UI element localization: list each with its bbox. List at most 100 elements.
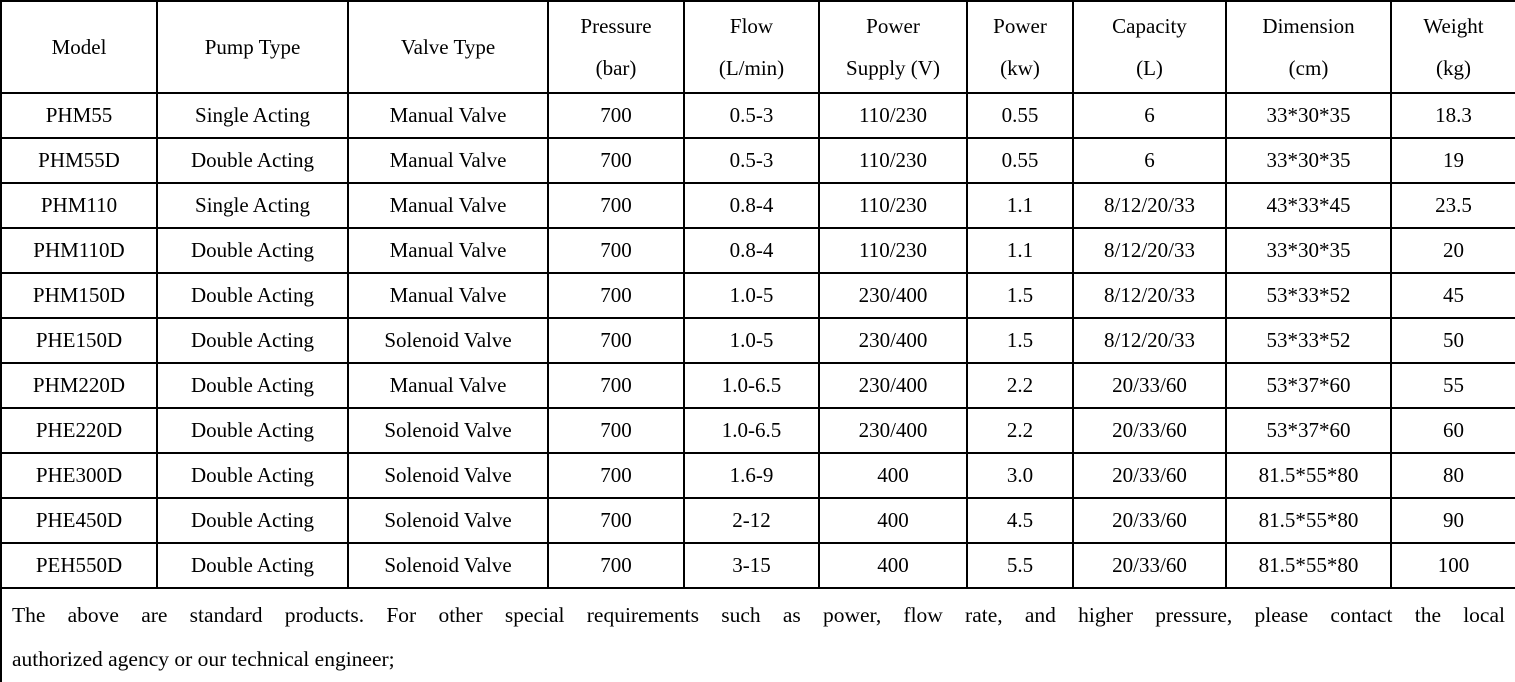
cell-dimension-cm: 81.5*55*80 (1225, 452, 1392, 499)
column-header-power-kw-label: Power (993, 14, 1047, 38)
table-row: PEH550D Double Acting Solenoid Valve 700 3-1… (0, 542, 1515, 589)
cell-power-kw: 0.55 (966, 92, 1074, 139)
cell-capacity-l: 20/33/60 (1072, 407, 1227, 454)
column-header-model: Model (0, 0, 158, 94)
cell-capacity-l: 8/12/20/33 (1072, 182, 1227, 229)
footer-note: The above are standard products. For oth… (0, 587, 1515, 682)
column-header-valve-type: Valve Type (347, 0, 549, 94)
cell-flow-l-min: 0.5-3 (683, 92, 820, 139)
cell-flow-l-min: 1.0-6.5 (683, 407, 820, 454)
cell-power-supply-v: 230/400 (818, 362, 968, 409)
cell-flow-l-min: 1.6-9 (683, 452, 820, 499)
cell-dimension-cm: 53*37*60 (1225, 362, 1392, 409)
cell-valve-type: Manual Valve (347, 137, 549, 184)
table-row: PHM220D Double Acting Manual Valve 700 1.0-6… (0, 362, 1515, 409)
column-header-power-supply-v-label: Power (866, 14, 920, 38)
cell-flow-l-min: 1.0-6.5 (683, 362, 820, 409)
cell-valve-type: Manual Valve (347, 227, 549, 274)
cell-power-kw: 1.1 (966, 227, 1074, 274)
cell-valve-type: Solenoid Valve (347, 317, 549, 364)
cell-model: PHM150D (0, 272, 158, 319)
cell-power-supply-v: 230/400 (818, 272, 968, 319)
cell-capacity-l: 20/33/60 (1072, 452, 1227, 499)
cell-dimension-cm: 33*30*35 (1225, 92, 1392, 139)
cell-dimension-cm: 43*33*45 (1225, 182, 1392, 229)
cell-dimension-cm: 53*33*52 (1225, 272, 1392, 319)
cell-model: PHE450D (0, 497, 158, 544)
cell-dimension-cm: 33*30*35 (1225, 137, 1392, 184)
cell-power-supply-v: 110/230 (818, 92, 968, 139)
cell-power-kw: 0.55 (966, 137, 1074, 184)
cell-power-supply-v: 110/230 (818, 227, 968, 274)
cell-valve-type: Solenoid Valve (347, 542, 549, 589)
column-header-power-kw: Power (kw) (966, 0, 1074, 94)
cell-capacity-l: 6 (1072, 137, 1227, 184)
cell-flow-l-min: 1.0-5 (683, 272, 820, 319)
column-header-power-supply-v: Power Supply (V) (818, 0, 968, 94)
column-header-dimension-cm-label: Dimension (1262, 14, 1355, 38)
cell-power-kw: 3.0 (966, 452, 1074, 499)
column-header-valve-type-label: Valve Type (400, 35, 496, 59)
cell-flow-l-min: 0.5-3 (683, 137, 820, 184)
cell-weight-kg: 90 (1390, 497, 1515, 544)
table-row: PHM110 Single Acting Manual Valve 700 0.8-4 1… (0, 182, 1515, 229)
cell-flow-l-min: 0.8-4 (683, 227, 820, 274)
cell-weight-kg: 23.5 (1390, 182, 1515, 229)
cell-flow-l-min: 2-12 (683, 497, 820, 544)
column-header-power-kw-unit: (kw) (1000, 56, 1040, 80)
cell-capacity-l: 6 (1072, 92, 1227, 139)
cell-model: PHE220D (0, 407, 158, 454)
cell-power-supply-v: 110/230 (818, 137, 968, 184)
cell-weight-kg: 45 (1390, 272, 1515, 319)
cell-pressure-bar: 700 (547, 542, 685, 589)
column-header-model-label: Model (51, 35, 107, 59)
cell-capacity-l: 20/33/60 (1072, 362, 1227, 409)
cell-capacity-l: 8/12/20/33 (1072, 227, 1227, 274)
cell-capacity-l: 20/33/60 (1072, 542, 1227, 589)
cell-valve-type: Solenoid Valve (347, 497, 549, 544)
column-header-power-supply-v-unit: Supply (V) (846, 56, 940, 80)
cell-model: PHM220D (0, 362, 158, 409)
cell-weight-kg: 20 (1390, 227, 1515, 274)
cell-dimension-cm: 81.5*55*80 (1225, 542, 1392, 589)
cell-valve-type: Manual Valve (347, 92, 549, 139)
cell-pressure-bar: 700 (547, 407, 685, 454)
cell-pump-type: Double Acting (156, 227, 349, 274)
cell-pressure-bar: 700 (547, 182, 685, 229)
cell-pump-type: Double Acting (156, 317, 349, 364)
cell-weight-kg: 19 (1390, 137, 1515, 184)
cell-power-kw: 1.5 (966, 272, 1074, 319)
cell-weight-kg: 100 (1390, 542, 1515, 589)
cell-pressure-bar: 700 (547, 92, 685, 139)
column-header-dimension-cm: Dimension (cm) (1225, 0, 1392, 94)
cell-model: PHE150D (0, 317, 158, 364)
column-header-weight-kg-unit: (kg) (1436, 56, 1471, 80)
cell-pressure-bar: 700 (547, 137, 685, 184)
table-row: PHE220D Double Acting Solenoid Valve 700 1.0… (0, 407, 1515, 454)
cell-power-kw: 1.5 (966, 317, 1074, 364)
cell-pressure-bar: 700 (547, 497, 685, 544)
column-header-weight-kg: Weight (kg) (1390, 0, 1515, 94)
cell-dimension-cm: 33*30*35 (1225, 227, 1392, 274)
cell-pressure-bar: 700 (547, 452, 685, 499)
cell-power-supply-v: 400 (818, 542, 968, 589)
table-row: PHM110D Double Acting Manual Valve 700 0.8-4… (0, 227, 1515, 274)
cell-dimension-cm: 53*37*60 (1225, 407, 1392, 454)
footer-row: The above are standard products. For oth… (0, 587, 1515, 682)
cell-capacity-l: 20/33/60 (1072, 497, 1227, 544)
cell-pump-type: Double Acting (156, 362, 349, 409)
cell-pressure-bar: 700 (547, 317, 685, 364)
cell-power-supply-v: 230/400 (818, 407, 968, 454)
cell-dimension-cm: 53*33*52 (1225, 317, 1392, 364)
cell-pump-type: Double Acting (156, 272, 349, 319)
cell-pump-type: Double Acting (156, 497, 349, 544)
cell-model: PHM55 (0, 92, 158, 139)
cell-valve-type: Solenoid Valve (347, 407, 549, 454)
column-header-pressure-bar-label: Pressure (580, 14, 652, 38)
cell-power-kw: 2.2 (966, 362, 1074, 409)
cell-pressure-bar: 700 (547, 272, 685, 319)
table-row: PHM55D Double Acting Manual Valve 700 0.5-3 1… (0, 137, 1515, 184)
column-header-dimension-cm-unit: (cm) (1288, 56, 1329, 80)
